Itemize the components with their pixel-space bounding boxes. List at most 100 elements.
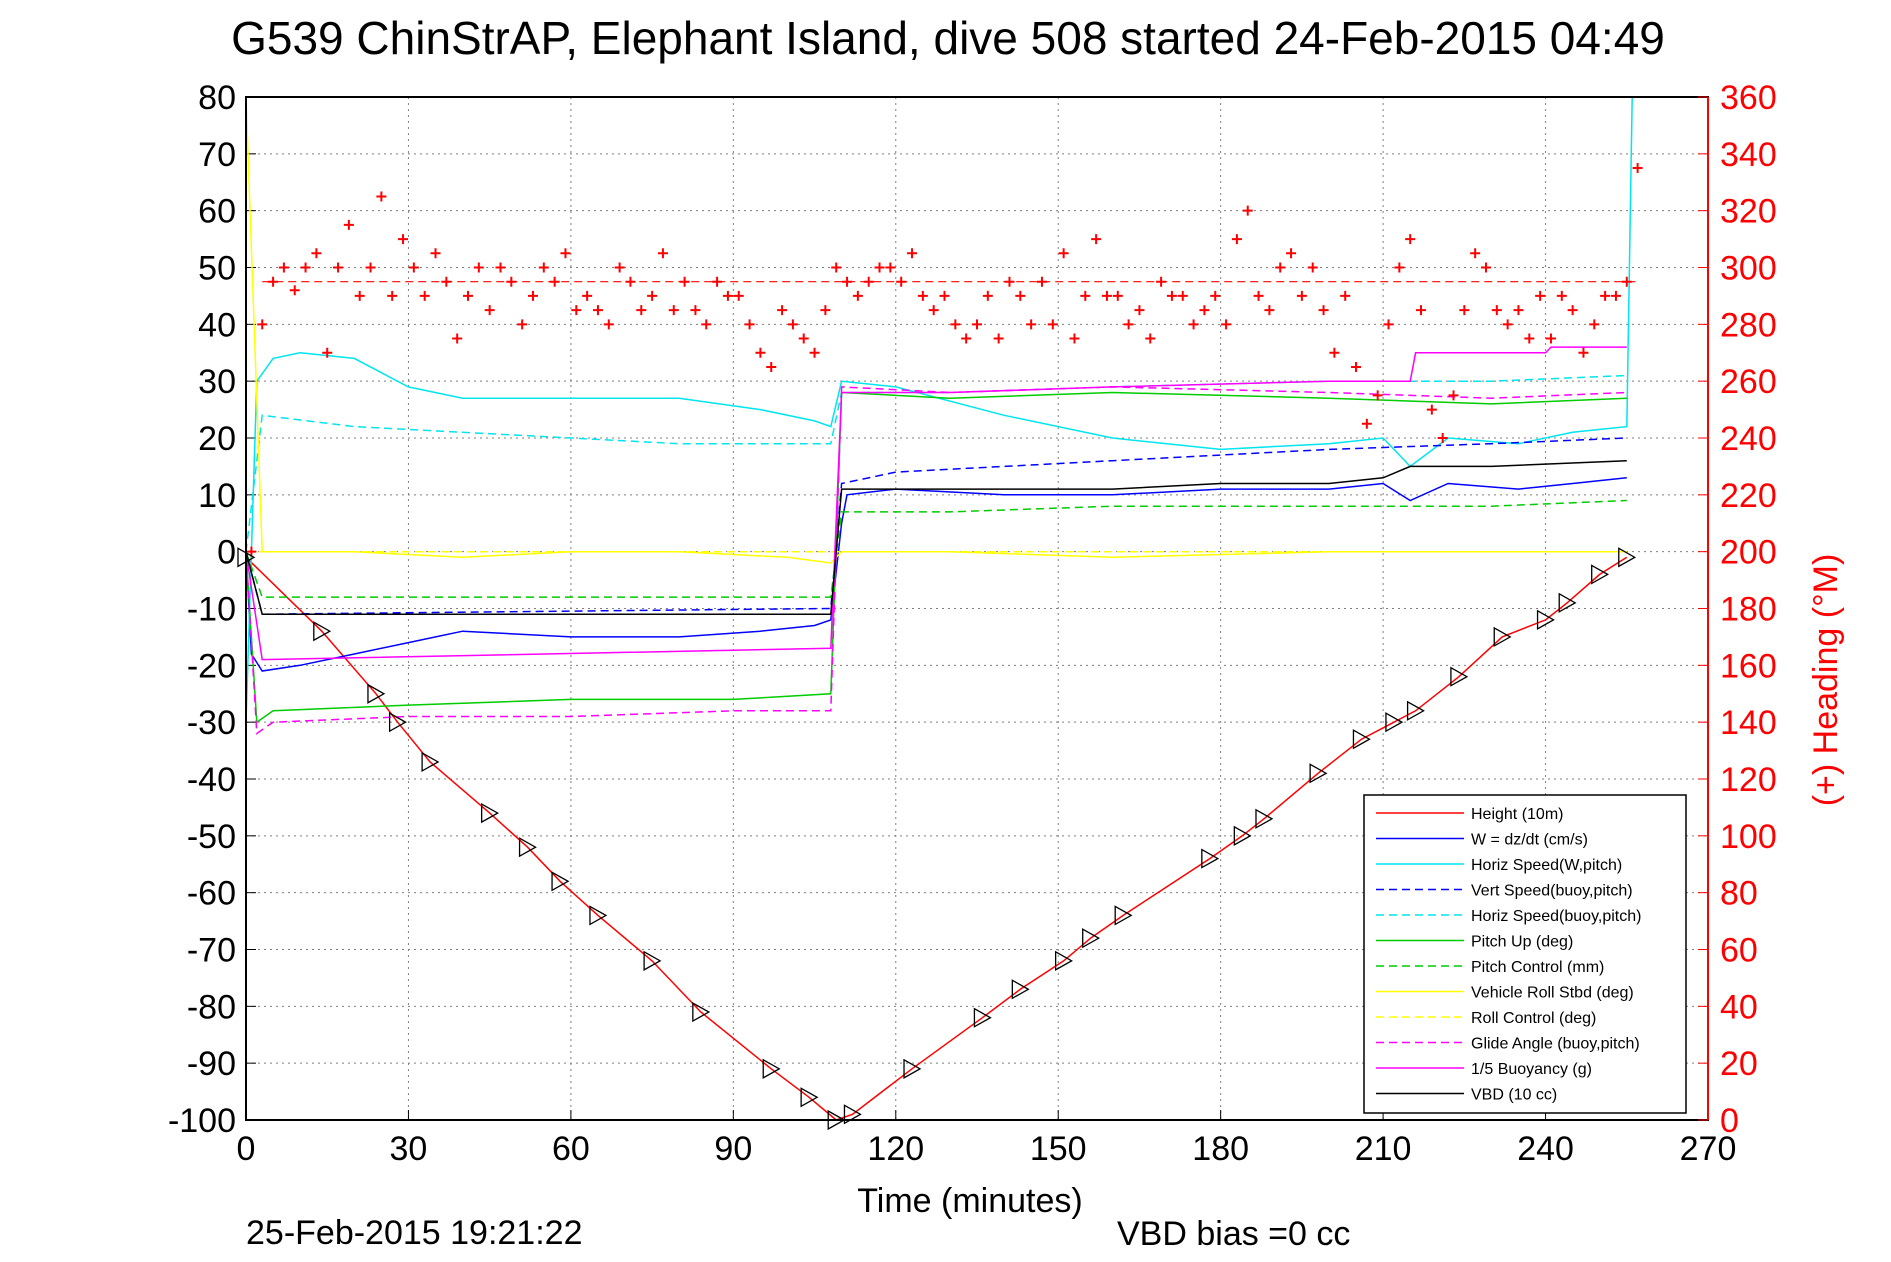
y-right-tick-label: 100 [1720,818,1777,856]
heading-point [917,290,928,301]
heading-point [365,262,376,273]
heading-point [257,319,268,330]
x-tick-label: 90 [714,1130,752,1168]
legend-label: Pitch Control (mm) [1471,959,1604,976]
heading-point [1080,290,1091,301]
legend: Height (10m) W = dz/dt (cm/s) Horiz Speed(… [1363,794,1687,1114]
heading-point [1632,163,1643,174]
heading-point [820,305,831,316]
footer-vbd-bias: VBD bias =0 cc [1117,1215,1350,1253]
heading-point [982,290,993,301]
heading-point [1004,276,1015,287]
heading-point [1589,319,1600,330]
height-marker [1406,700,1425,721]
heading-point [1015,290,1026,301]
height-marker [1558,592,1577,613]
heading-point [636,305,647,316]
heading-point [972,319,982,330]
heading-point [419,290,430,301]
heading-point [463,290,474,301]
heading-point [842,276,853,287]
y-right-tick-label: 240 [1720,420,1777,458]
heading-point [1036,276,1047,287]
y-tick-label: 50 [198,250,236,288]
heading-point [1394,262,1405,273]
y-tick-label: -60 [187,875,236,913]
series-line [245,391,1627,724]
y-tick-label: -40 [187,761,236,799]
heading-point [701,319,712,330]
footer-date: 25-Feb-2015 19:21:22 [246,1214,582,1252]
x-tick-label: 120 [867,1130,924,1168]
heading-point [387,290,398,301]
heading-point [712,276,723,287]
x-tick-label: 240 [1517,1130,1574,1168]
heading-point [603,319,614,330]
heading-point [1296,290,1307,301]
y-right-tick-label: 260 [1720,363,1777,401]
y-right-tick-label: 180 [1720,591,1777,629]
height-marker [762,1058,781,1079]
height-marker [1233,825,1252,846]
heading-point [1101,290,1112,301]
heading-point [1177,290,1188,301]
series-line [245,374,1627,552]
heading-point [852,290,863,301]
heading-point [777,305,788,316]
heading-point [452,333,463,344]
heading-point [1318,305,1329,316]
heading-point [506,276,517,287]
heading-point [1437,433,1448,443]
y-tick-label: -100 [168,1102,236,1140]
heading-point [322,347,333,358]
heading-point [289,285,300,296]
heading-point [614,262,625,273]
height-marker [1591,564,1610,585]
heading-point [657,248,668,259]
height-marker [421,751,440,773]
heading-point [1610,290,1621,301]
y-right-tick-label: 60 [1720,932,1758,970]
heading-point [473,262,484,273]
heading-point [625,276,636,287]
series-line [245,459,1627,615]
heading-point [1047,319,1058,330]
heading-point [1426,404,1437,415]
heading-point [430,248,441,259]
series-line [245,437,1627,615]
heading-point [1286,248,1297,259]
height-marker [643,950,662,971]
heading-point [722,290,733,301]
heading-point [1502,319,1513,330]
y-tick-label: 70 [198,136,236,174]
y-tick-label: -30 [187,704,236,742]
heading-point [874,262,885,273]
heading-point [1416,305,1427,316]
height-marker [903,1058,922,1079]
heading-markers [246,163,1643,557]
y-right-tick-label: 360 [1720,79,1777,117]
heading-point [571,305,582,316]
heading-point [1231,234,1242,245]
x-axis-label: Time (minutes) [857,1182,1082,1220]
height-marker [589,905,608,926]
y-right-tick-label: 300 [1720,250,1777,288]
y-tick-label: -10 [187,591,236,629]
x-tick-label: 30 [390,1130,428,1168]
heading-point [1145,333,1156,344]
heading-point [354,290,365,301]
y-tick-label: 10 [198,477,236,515]
heading-point [1264,305,1275,316]
x-tick-label: 150 [1030,1130,1087,1168]
heading-point [1578,347,1589,358]
legend-label: Horiz Speed(W,pitch) [1471,857,1622,874]
height-marker [1082,928,1101,949]
heading-point [1123,319,1134,330]
series-line [245,386,1627,735]
heading-point [1166,290,1177,301]
heading-point [1513,305,1524,316]
heading-point [1307,262,1318,273]
x-tick-labels: 0 30 60 90 120 150 180 210 240 270 [237,1130,1737,1168]
y-right-tick-label: 20 [1720,1045,1758,1083]
heading-point [538,262,549,273]
